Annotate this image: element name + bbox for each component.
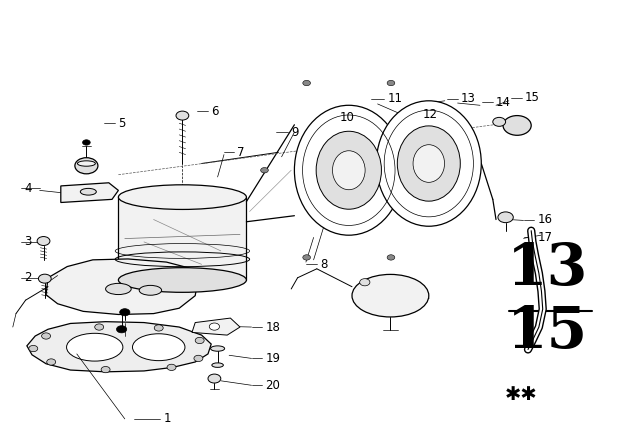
Ellipse shape: [294, 105, 403, 235]
Text: 17: 17: [538, 231, 552, 244]
Circle shape: [176, 111, 189, 120]
Ellipse shape: [352, 274, 429, 317]
Circle shape: [167, 364, 176, 370]
Ellipse shape: [132, 334, 185, 361]
Text: 13: 13: [461, 92, 476, 105]
Text: 5: 5: [118, 116, 126, 130]
Ellipse shape: [81, 189, 97, 195]
Circle shape: [429, 168, 437, 173]
Circle shape: [209, 323, 220, 330]
Circle shape: [154, 325, 163, 331]
Text: 4: 4: [24, 181, 32, 195]
Circle shape: [493, 117, 506, 126]
Text: 11: 11: [387, 92, 402, 105]
Text: 8: 8: [320, 258, 328, 271]
Circle shape: [303, 255, 310, 260]
Circle shape: [75, 158, 98, 174]
Text: 18: 18: [266, 320, 280, 334]
Ellipse shape: [333, 151, 365, 190]
Ellipse shape: [397, 126, 460, 201]
Circle shape: [47, 359, 56, 365]
Text: 12: 12: [422, 108, 437, 121]
Text: 19: 19: [266, 352, 280, 365]
Text: 6: 6: [211, 104, 219, 118]
Ellipse shape: [413, 145, 445, 182]
Ellipse shape: [140, 285, 161, 295]
Polygon shape: [61, 183, 118, 202]
Circle shape: [95, 324, 104, 330]
Ellipse shape: [212, 363, 223, 367]
Polygon shape: [192, 318, 240, 335]
Text: 15: 15: [525, 91, 540, 104]
Text: 1: 1: [163, 412, 171, 426]
Ellipse shape: [118, 268, 246, 293]
Circle shape: [387, 80, 395, 86]
Text: 10: 10: [339, 111, 354, 124]
Circle shape: [503, 116, 531, 135]
Circle shape: [360, 279, 370, 286]
Ellipse shape: [118, 185, 246, 210]
Text: 15: 15: [507, 304, 588, 359]
Text: 3: 3: [24, 235, 32, 249]
Circle shape: [120, 309, 130, 316]
Ellipse shape: [506, 118, 531, 128]
Circle shape: [303, 80, 310, 86]
Text: 7: 7: [237, 146, 244, 159]
Ellipse shape: [106, 284, 131, 295]
Text: 2: 2: [24, 271, 32, 284]
Circle shape: [498, 212, 513, 223]
Circle shape: [101, 366, 110, 373]
Text: ✱✱: ✱✱: [505, 385, 538, 404]
Circle shape: [29, 345, 38, 352]
Text: 14: 14: [496, 95, 511, 109]
Circle shape: [37, 237, 50, 246]
Circle shape: [83, 140, 90, 145]
Ellipse shape: [376, 101, 481, 226]
Ellipse shape: [316, 131, 381, 209]
Text: 13: 13: [506, 241, 588, 297]
Polygon shape: [27, 322, 211, 372]
Text: 16: 16: [538, 213, 552, 226]
Circle shape: [116, 326, 127, 333]
Circle shape: [194, 355, 203, 362]
Ellipse shape: [67, 333, 123, 361]
Text: 9: 9: [291, 125, 299, 139]
Text: 20: 20: [266, 379, 280, 392]
Circle shape: [38, 274, 51, 283]
Polygon shape: [118, 197, 246, 280]
Ellipse shape: [77, 161, 95, 166]
Circle shape: [42, 333, 51, 339]
Circle shape: [195, 337, 204, 344]
Circle shape: [208, 374, 221, 383]
Circle shape: [260, 168, 268, 173]
Ellipse shape: [211, 346, 225, 351]
Polygon shape: [46, 259, 198, 314]
Circle shape: [387, 255, 395, 260]
